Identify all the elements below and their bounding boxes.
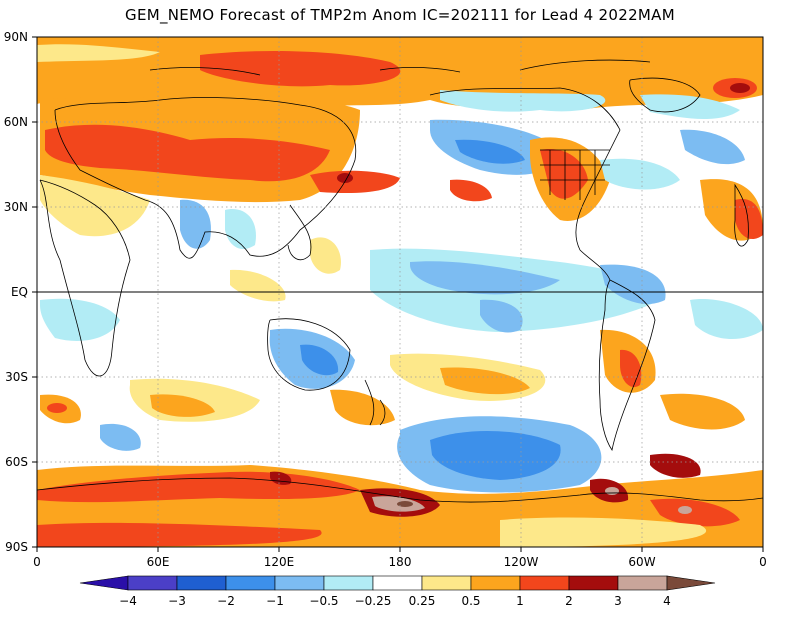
colorbar-swatch [274,575,325,591]
coastlines [37,59,763,503]
lon-label: 60E [147,555,170,569]
colorbar-label: −0.25 [355,594,392,608]
axis-ticks [32,36,764,552]
colorbar-swatch [470,575,521,591]
colorbar-label: −1 [266,594,284,608]
colorbar-label: 1 [516,594,524,608]
colorbar-label: 4 [663,594,671,608]
colorbar-swatch [519,575,570,591]
map-title: GEM_NEMO Forecast of TMP2m Anom IC=20211… [125,6,675,24]
colorbar-label: 0.25 [409,594,436,608]
lon-label: 0 [759,555,767,569]
colorbar-label: 2 [565,594,573,608]
colorbar-label: −4 [119,594,137,608]
colorbar-arrow-low [79,575,129,591]
colorbar-label: −3 [168,594,186,608]
lon-label: 120W [504,555,539,569]
colorbar-swatch [127,575,178,591]
colorbar-swatch [225,575,276,591]
lat-label: 60S [5,455,28,469]
lat-label: 30N [4,200,28,214]
colorbar-swatch [176,575,227,591]
colorbar-label: −2 [217,594,235,608]
colorbar-swatch [568,575,619,591]
latitude-labels: 90N 60N 30N EQ 30S 60S 90S [4,30,28,554]
lat-label: 90N [4,30,28,44]
colorbar-swatch [323,575,374,591]
colorbar: −4 −3 −2 −1 −0.5 −0.25 0.25 0.5 1 2 3 4 [79,575,716,608]
lat-label: 90S [5,540,28,554]
lat-label: 30S [5,370,28,384]
anomaly-field [37,37,763,547]
lat-label: 60N [4,115,28,129]
colorbar-label: 3 [614,594,622,608]
lon-label: 180 [389,555,412,569]
lat-label: EQ [11,285,28,299]
lon-label: 120E [264,555,295,569]
colorbar-arrow-high [666,575,716,591]
colorbar-label: 0.5 [461,594,480,608]
colorbar-swatch [372,575,423,591]
colorbar-swatch [421,575,472,591]
lon-label: 0 [33,555,41,569]
colorbar-swatch [617,575,668,591]
longitude-labels: 0 60E 120E 180 120W 60W 0 [33,555,767,569]
colorbar-label: −0.5 [309,594,338,608]
lon-label: 60W [628,555,655,569]
